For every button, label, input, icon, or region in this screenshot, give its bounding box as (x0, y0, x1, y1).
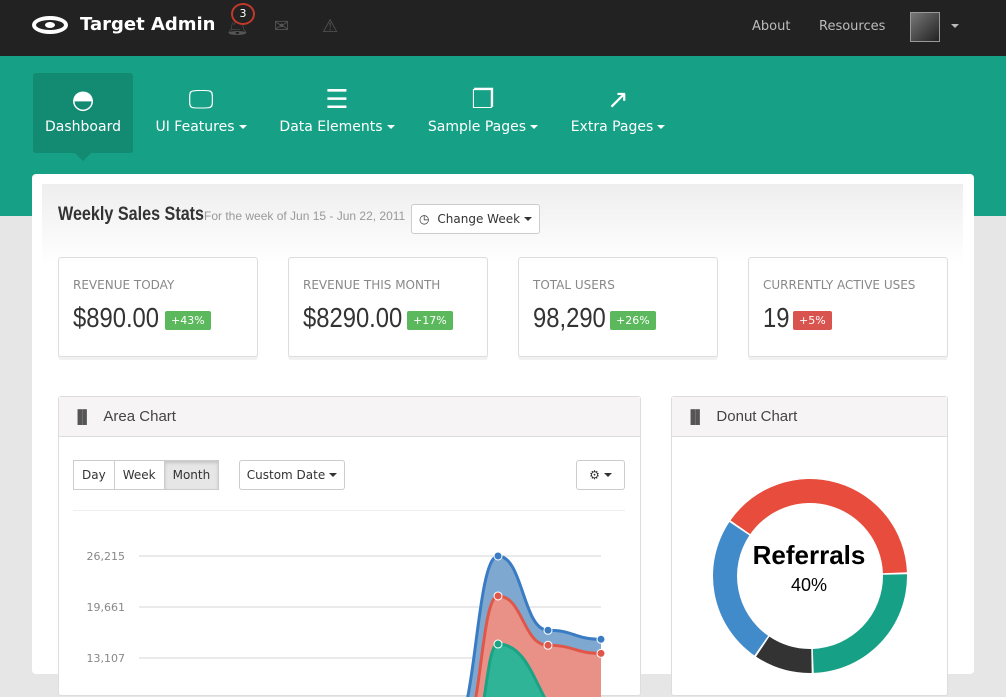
donut-center-label: Referrals (753, 540, 866, 570)
range-month-button[interactable]: Month (163, 460, 220, 490)
notification-badge: 3 (231, 3, 255, 25)
stat-change: +26% (610, 311, 656, 330)
nav-ui-features[interactable]: 🖵︎ UI Features (150, 73, 252, 153)
stat-value: $8290.00 (303, 302, 403, 333)
brand[interactable]: Target Admin (32, 14, 216, 35)
nav-data-elements[interactable]: ☰ Data Elements (276, 73, 398, 153)
data-point[interactable] (543, 625, 553, 635)
stat-label: REVENUE THIS MONTH (303, 278, 441, 292)
warning-icon[interactable]: ⚠︎ (322, 16, 339, 37)
settings-button[interactable]: ⚙ (576, 460, 625, 490)
stat-change: +17% (407, 311, 453, 330)
range-week-button[interactable]: Week (113, 460, 165, 490)
nav-sample-pages[interactable]: ❐ Sample Pages (424, 73, 542, 153)
nav-extra-pages[interactable]: ↗ Extra Pages (566, 73, 670, 153)
range-day-button[interactable]: Day (73, 460, 115, 490)
bar-chart-icon: ▐▌ (73, 409, 92, 424)
widget-title: Area Chart (103, 408, 176, 425)
bar-chart-icon: ▐▌ (686, 409, 705, 424)
data-point[interactable] (493, 639, 503, 649)
donut-slice[interactable] (713, 522, 769, 656)
data-point[interactable] (543, 640, 553, 650)
dashboard-icon: ◓ (71, 85, 95, 115)
stat-value: 19 (763, 302, 790, 333)
area-chart-widget: ▐▌ Area Chart Day Week Month Custom Date … (58, 396, 641, 697)
nav-label: Extra Pages (570, 119, 654, 135)
clock-icon: ◷ (418, 212, 430, 226)
resources-link[interactable]: Resources (819, 19, 886, 34)
stat-card: TOTAL USERS 98,290 +26% (518, 257, 718, 357)
brand-name: Target Admin (80, 14, 216, 35)
custom-date-button[interactable]: Custom Date (239, 460, 345, 490)
align-left-icon: ☰ (325, 85, 349, 115)
user-menu-caret-icon[interactable] (951, 24, 959, 28)
stat-value: $890.00 (73, 302, 160, 333)
nav-label: Sample Pages (427, 119, 527, 135)
data-point[interactable] (596, 634, 606, 644)
stat-change: +43% (165, 311, 211, 330)
y-tick-label: 26,215 (87, 550, 126, 563)
stat-label: CURRENTLY ACTIVE USES (763, 278, 916, 292)
button-label: Change Week (437, 212, 521, 226)
stats-subtitle: For the week of Jun 15 - Jun 22, 2011 (204, 209, 406, 223)
range-button-group: Day Week Month (73, 460, 220, 490)
donut-chart-widget: ▐▌ Donut Chart Referrals 40% (671, 396, 948, 696)
nav-label: Data Elements (279, 119, 383, 135)
button-label: Custom Date (246, 468, 326, 482)
stat-change: +5% (793, 311, 832, 330)
avatar[interactable] (910, 12, 940, 42)
donut-slice[interactable] (812, 574, 907, 673)
stats-title: Weekly Sales Stats (58, 204, 205, 225)
nav-label: Dashboard (45, 119, 121, 135)
y-tick-label: 13,107 (87, 652, 126, 665)
donut-slice[interactable] (730, 479, 907, 574)
desktop-icon: 🖵︎ (188, 85, 214, 115)
donut-chart: Referrals 40% (713, 479, 907, 673)
nav-label: UI Features (155, 119, 235, 135)
change-week-button[interactable]: ◷ Change Week (411, 204, 540, 234)
stat-card: REVENUE THIS MONTH $8290.00 +17% (288, 257, 488, 357)
stat-value: 98,290 (533, 302, 606, 333)
top-navbar: Target Admin 🔔︎ 3 ✉︎ ⚠︎ About Resources (0, 0, 1006, 56)
envelope-icon[interactable]: ✉︎ (274, 16, 290, 37)
data-point[interactable] (493, 591, 503, 601)
content-panel: Weekly Sales Stats For the week of Jun 1… (32, 174, 974, 697)
nav-dashboard[interactable]: ◓ Dashboard (33, 73, 133, 161)
weekly-stats-header: Weekly Sales Stats For the week of Jun 1… (42, 184, 963, 264)
data-point[interactable] (493, 551, 503, 561)
y-tick-label: 19,661 (87, 601, 126, 614)
stat-card: CURRENTLY ACTIVE USES 19 +5% (748, 257, 948, 357)
copy-icon: ❐ (471, 85, 495, 115)
area-chart: 26,215 19,661 13,107 (87, 550, 606, 697)
external-link-icon: ↗ (607, 85, 629, 115)
stat-label: REVENUE TODAY (73, 278, 175, 292)
about-link[interactable]: About (752, 19, 791, 34)
logo-icon (32, 15, 68, 34)
stat-label: TOTAL USERS (533, 278, 615, 292)
widget-title: Donut Chart (716, 408, 798, 425)
data-point[interactable] (596, 648, 606, 658)
gear-icon: ⚙ (589, 468, 600, 482)
donut-center-value: 40% (791, 575, 827, 595)
stat-card: REVENUE TODAY $890.00 +43% (58, 257, 258, 357)
